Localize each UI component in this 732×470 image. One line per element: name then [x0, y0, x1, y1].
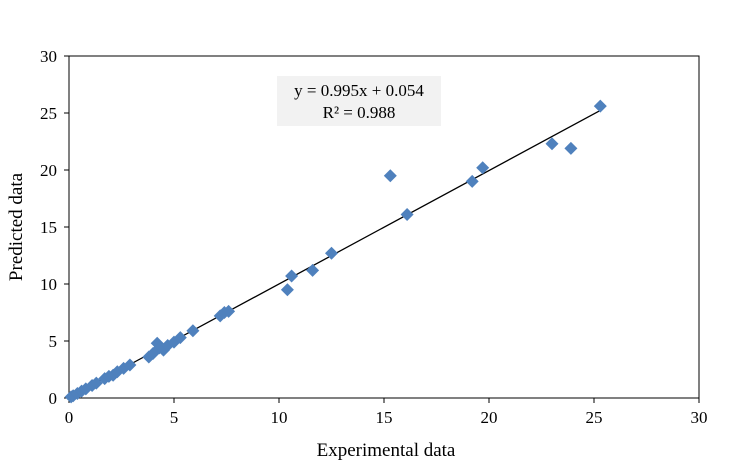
ticks-layer: 0 5 10 15 20 25 30 0 5 10 15 20 25 30: [40, 47, 708, 427]
y-tick-label: 15: [40, 218, 57, 237]
y-tick-label: 0: [49, 389, 58, 408]
x-axis-title: Experimental data: [317, 440, 456, 461]
r-squared-label: R² = 0.988: [323, 103, 396, 122]
trendline-equation: y = 0.995x + 0.054: [294, 81, 424, 100]
data-point: [123, 358, 137, 372]
equation-box: [277, 76, 441, 126]
y-axis-title: Predicted data: [6, 172, 27, 281]
data-point: [545, 137, 559, 151]
data-point: [465, 174, 479, 188]
y-tick-label: 20: [40, 161, 57, 180]
data-point: [285, 269, 299, 283]
x-tick-label: 30: [691, 408, 708, 427]
y-tick-label: 30: [40, 47, 57, 66]
data-point: [222, 304, 236, 318]
data-point: [400, 207, 414, 221]
x-tick-label: 15: [376, 408, 393, 427]
data-point: [280, 283, 294, 297]
data-point: [476, 161, 490, 175]
data-point: [117, 361, 131, 375]
x-tick-label: 5: [170, 408, 179, 427]
data-point: [593, 99, 607, 113]
x-tick-label: 0: [65, 408, 74, 427]
y-tick-label: 5: [49, 332, 58, 351]
x-tick-label: 10: [271, 408, 288, 427]
x-tick-label: 25: [586, 408, 603, 427]
data-point: [306, 263, 320, 277]
data-point: [173, 331, 187, 345]
data-point: [564, 141, 578, 155]
data-point: [383, 169, 397, 183]
data-point: [186, 324, 200, 338]
points-layer: [64, 99, 607, 404]
y-tick-label: 10: [40, 275, 57, 294]
data-point: [325, 246, 338, 260]
y-tick-label: 25: [40, 104, 57, 123]
x-tick-label: 20: [481, 408, 498, 427]
